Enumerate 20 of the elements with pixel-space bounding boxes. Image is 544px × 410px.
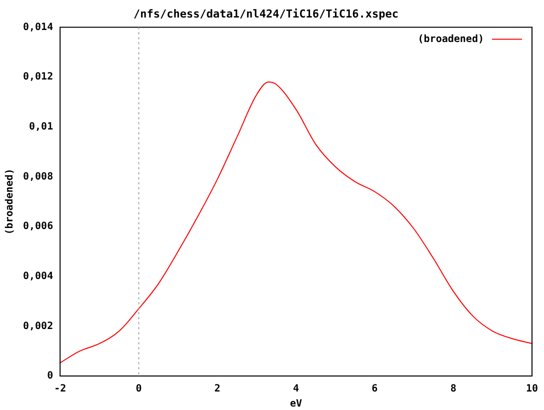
y-tick-label: 0,008 (22, 171, 54, 182)
y-tick-label: 0 (47, 370, 54, 382)
y-tick-label: 0,012 (22, 72, 54, 83)
x-axis-title: eV (290, 398, 302, 410)
x-tick-label: 2 (214, 384, 220, 395)
y-tick-label: 0,014 (22, 22, 54, 33)
y-tick-label: 0,004 (22, 270, 54, 282)
line-series (60, 82, 532, 364)
y-tick-label: 0,006 (22, 221, 54, 232)
legend-label: (broadened) (418, 34, 484, 45)
x-tick-label: -2 (54, 384, 66, 395)
x-tick-label: 0 (136, 384, 142, 395)
y-axis-title: (broadened) (4, 168, 16, 235)
y-tick-label: 0,002 (22, 320, 54, 332)
x-tick-label: 6 (372, 384, 378, 395)
x-tick-label: 10 (526, 384, 538, 395)
x-tick-label: 4 (293, 384, 300, 395)
chart-title: /nfs/chess/data1/nl424/TiC16/TiC16.xspec (134, 7, 398, 20)
y-tick-label: 0,01 (29, 121, 54, 132)
x-tick-label: 8 (450, 384, 456, 395)
